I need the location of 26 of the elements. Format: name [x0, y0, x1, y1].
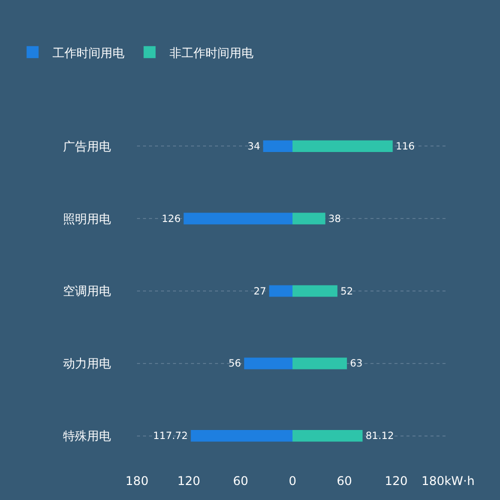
data-label: 38 [328, 214, 341, 225]
data-label: 116 [396, 142, 415, 153]
x-tick-label: 120 [384, 474, 408, 488]
y-tick-label: 空调用电 [63, 284, 111, 298]
legend-label: 工作时间用电 [52, 46, 125, 60]
x-tick-label: 180kW·h [421, 474, 475, 488]
bar [292, 212, 326, 224]
y-tick-label: 广告用电 [63, 139, 111, 154]
data-label: 117.72 [153, 431, 188, 442]
data-label: 56 [228, 358, 242, 370]
bar [263, 140, 292, 152]
data-label: 81.12 [366, 431, 394, 442]
data-label: 34 [248, 142, 260, 153]
y-tick-label: 照明用电 [63, 212, 111, 226]
data-label: 27 [254, 286, 266, 298]
legend-label: 非工作时间用电 [170, 46, 254, 60]
x-tick-label: 180 [126, 474, 148, 488]
data-label: 63 [350, 358, 363, 370]
x-tick-label: 60 [336, 474, 352, 488]
x-tick-label: 60 [233, 474, 248, 488]
data-label: 52 [340, 286, 354, 298]
x-tick-label: 120 [177, 474, 200, 488]
x-tick-label: 0 [288, 474, 296, 488]
y-tick-label: 动力用电 [63, 356, 111, 371]
y-tick-label: 特殊用电 [63, 429, 111, 443]
data-label: 126 [162, 214, 181, 225]
